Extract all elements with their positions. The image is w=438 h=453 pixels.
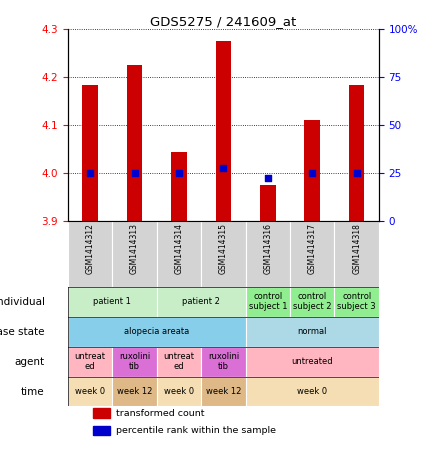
Bar	[68, 287, 157, 317]
Text: GSM1414313: GSM1414313	[130, 223, 139, 274]
Text: alopecia areata: alopecia areata	[124, 327, 189, 336]
Bar	[68, 221, 112, 287]
Bar	[246, 347, 379, 376]
Bar	[335, 221, 379, 287]
Text: patient 1: patient 1	[93, 297, 131, 306]
Bar	[290, 287, 335, 317]
Bar	[68, 376, 112, 406]
Bar	[246, 376, 379, 406]
Bar	[349, 85, 364, 221]
Text: control
subject 2: control subject 2	[293, 292, 332, 312]
Text: week 0: week 0	[297, 387, 327, 396]
Text: transformed count: transformed count	[116, 409, 205, 418]
Bar	[157, 287, 246, 317]
Text: normal: normal	[297, 327, 327, 336]
Text: week 12: week 12	[206, 387, 241, 396]
Bar	[171, 152, 187, 221]
Text: GSM1414314: GSM1414314	[174, 223, 184, 274]
Text: disease state: disease state	[0, 327, 45, 337]
Text: control
subject 1: control subject 1	[248, 292, 287, 312]
Text: week 0: week 0	[164, 387, 194, 396]
Point	[220, 165, 227, 172]
Bar	[68, 317, 246, 347]
Point	[353, 169, 360, 177]
Point	[87, 169, 94, 177]
Text: week 12: week 12	[117, 387, 152, 396]
Text: untreat
ed: untreat ed	[163, 352, 194, 371]
Bar	[246, 317, 379, 347]
Text: ruxolini
tib: ruxolini tib	[208, 352, 239, 371]
Bar	[112, 347, 157, 376]
Bar	[82, 85, 98, 221]
Text: GSM1414312: GSM1414312	[85, 223, 95, 274]
Bar	[246, 287, 290, 317]
Bar	[157, 221, 201, 287]
Bar	[127, 65, 142, 221]
Title: GDS5275 / 241609_at: GDS5275 / 241609_at	[150, 15, 297, 28]
Bar	[290, 221, 335, 287]
Bar	[201, 347, 246, 376]
Text: ruxolini
tib: ruxolini tib	[119, 352, 150, 371]
Text: GSM1414317: GSM1414317	[308, 223, 317, 274]
Text: GSM1414316: GSM1414316	[263, 223, 272, 274]
Bar	[93, 409, 110, 418]
Bar	[93, 425, 110, 435]
Bar	[112, 221, 157, 287]
Bar	[157, 347, 201, 376]
Bar	[246, 221, 290, 287]
Text: percentile rank within the sample: percentile rank within the sample	[116, 426, 276, 435]
Bar	[68, 347, 112, 376]
Text: untreat
ed: untreat ed	[74, 352, 106, 371]
Bar	[335, 287, 379, 317]
Bar	[304, 120, 320, 221]
Text: control
subject 3: control subject 3	[337, 292, 376, 312]
Bar	[201, 376, 246, 406]
Bar	[215, 41, 231, 221]
Text: time: time	[21, 386, 45, 396]
Text: GSM1414318: GSM1414318	[352, 223, 361, 274]
Point	[131, 169, 138, 177]
Point	[176, 169, 183, 177]
Bar	[157, 376, 201, 406]
Text: patient 2: patient 2	[182, 297, 220, 306]
Text: individual: individual	[0, 297, 45, 307]
Bar	[112, 376, 157, 406]
Bar	[201, 221, 246, 287]
Text: untreated: untreated	[291, 357, 333, 366]
Text: GSM1414315: GSM1414315	[219, 223, 228, 274]
Point	[309, 169, 316, 177]
Bar	[260, 185, 276, 221]
Text: agent: agent	[14, 357, 45, 366]
Point	[264, 174, 271, 182]
Text: week 0: week 0	[75, 387, 105, 396]
